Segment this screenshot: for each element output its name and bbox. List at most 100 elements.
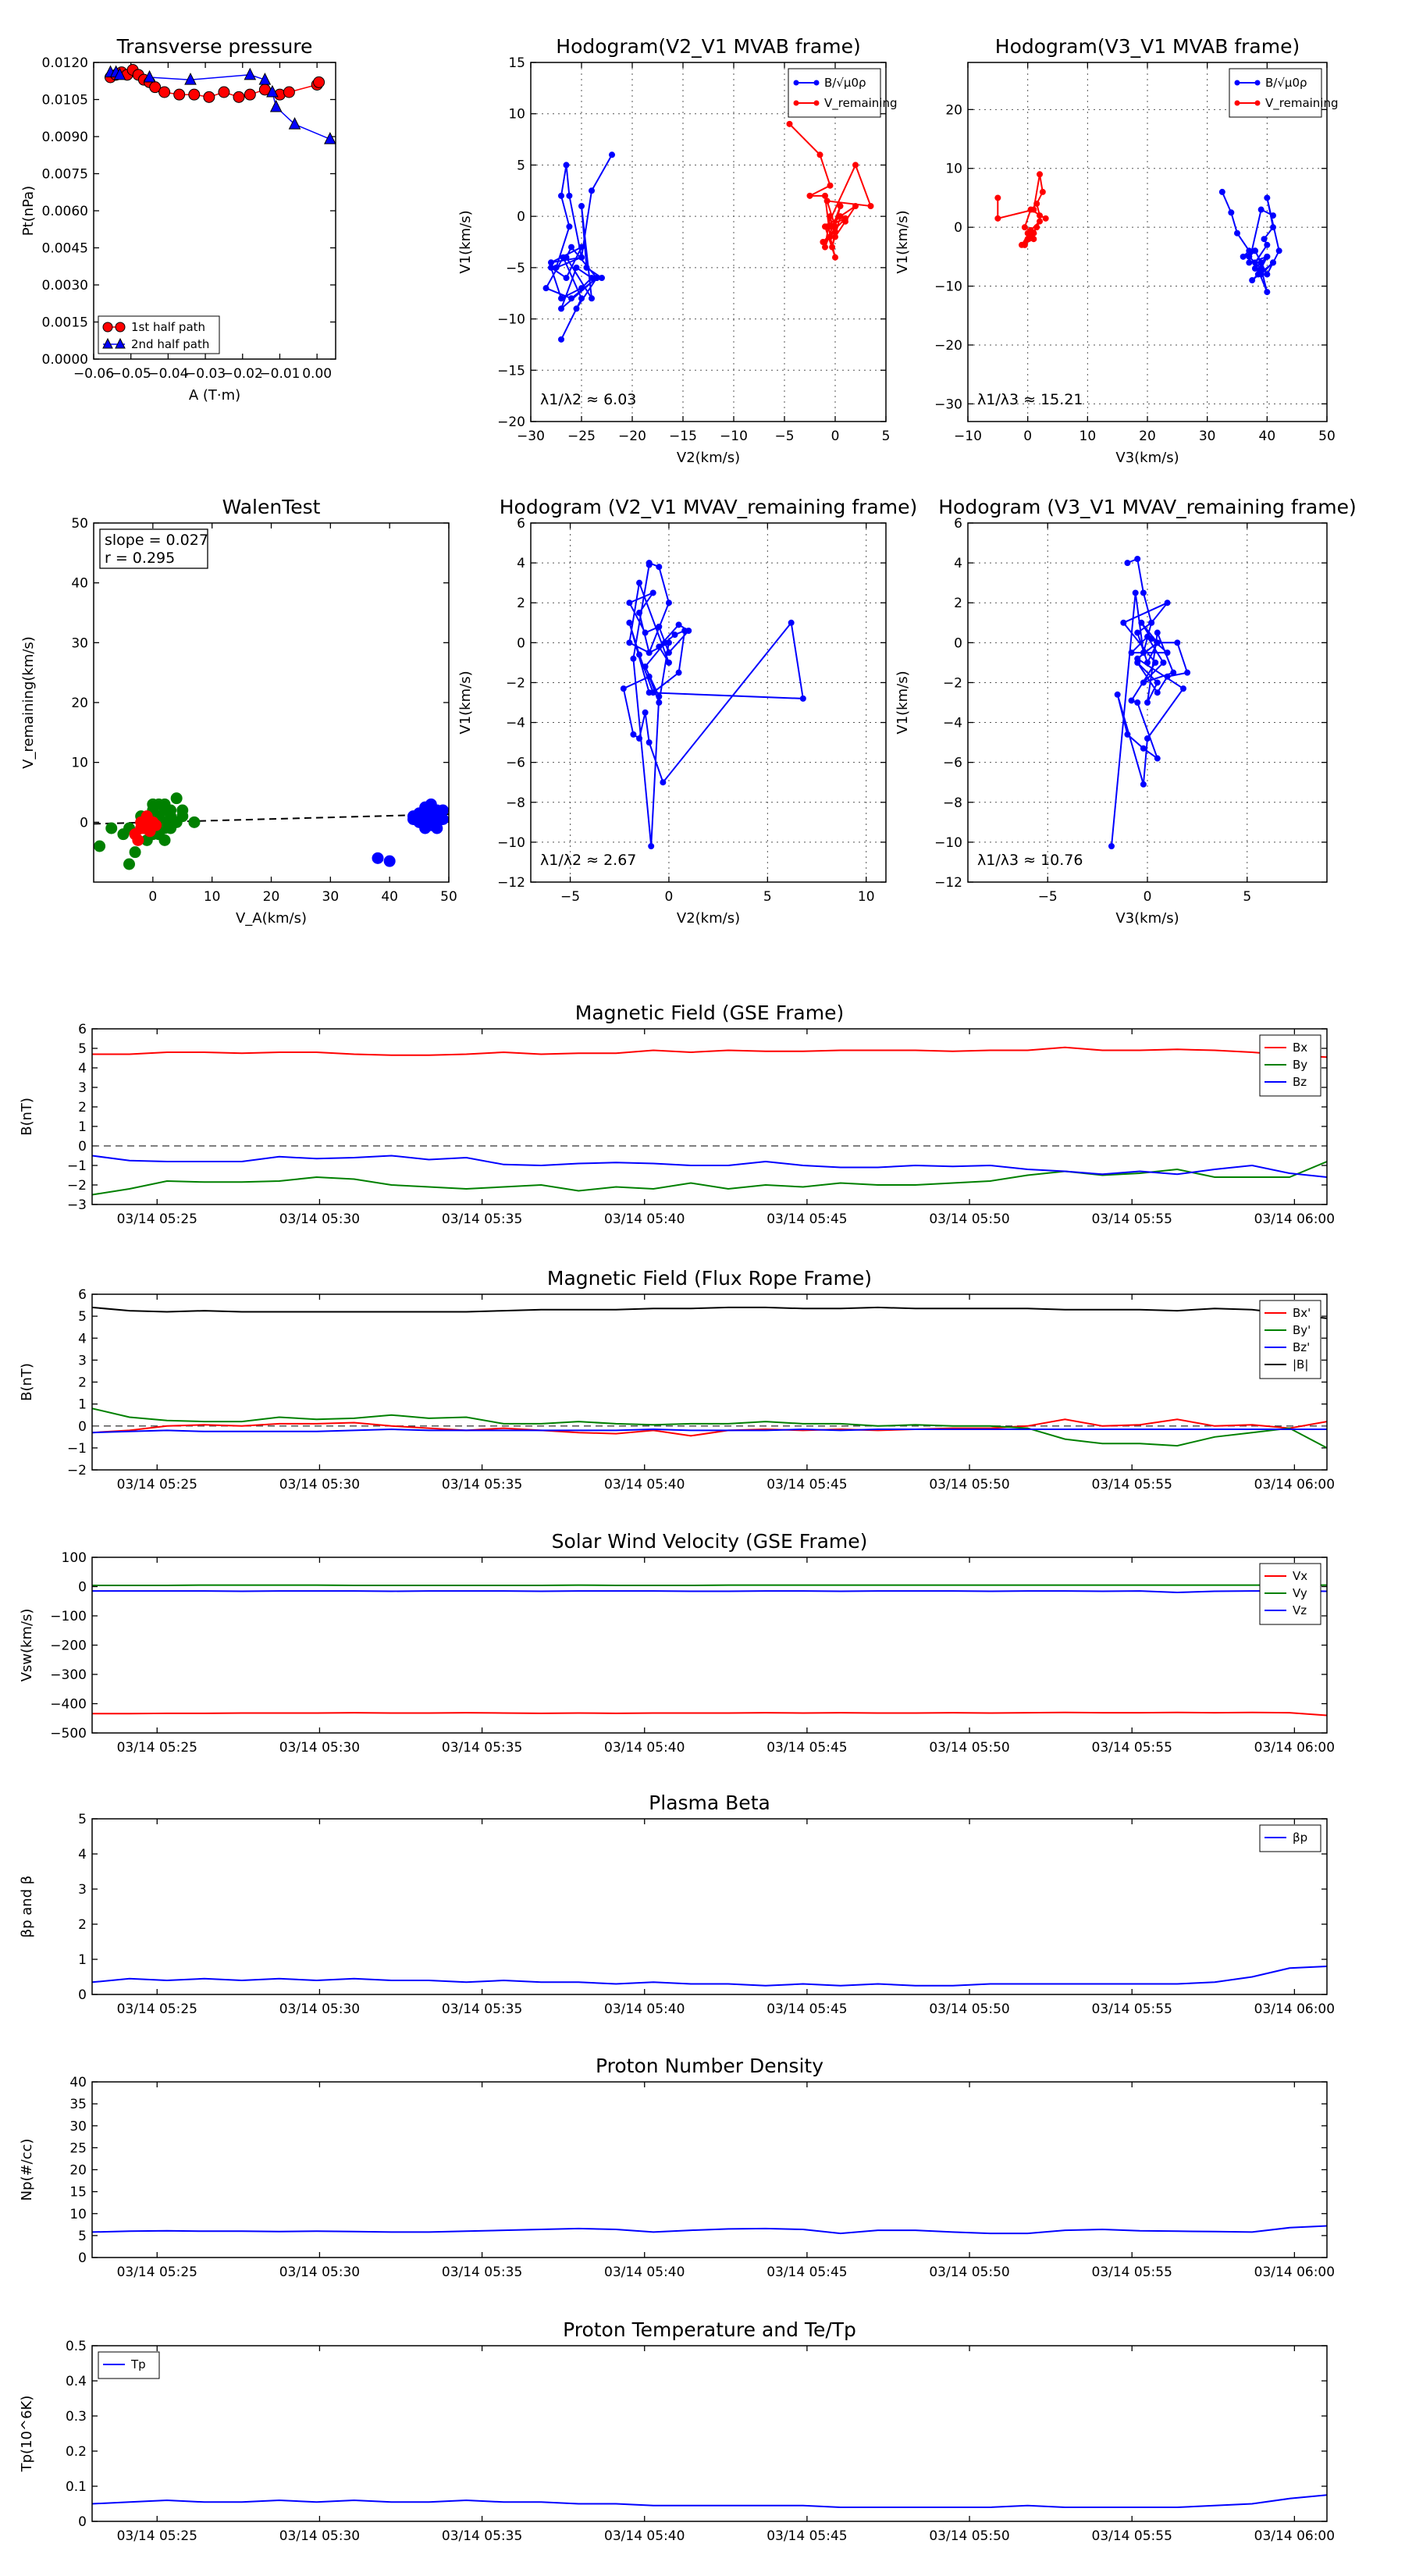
- chart-title: WalenTest: [222, 496, 321, 518]
- data-point: [573, 264, 580, 271]
- data-point: [413, 807, 425, 820]
- x-tick-label: 5: [763, 889, 772, 905]
- data-point: [823, 197, 831, 205]
- data-point: [1246, 247, 1253, 254]
- x-tick-label: 03/14 05:45: [767, 2528, 847, 2544]
- data-point-1st-half: [313, 76, 325, 88]
- y-tick-label: −20: [934, 338, 962, 354]
- data-point: [553, 264, 560, 271]
- data-point: [786, 120, 793, 127]
- series-line-0: [1221, 191, 1280, 293]
- x-tick-label: 5: [1243, 889, 1251, 905]
- data-point: [646, 561, 653, 568]
- data-point: [566, 192, 573, 199]
- y-tick-label: 2: [954, 596, 962, 611]
- x-axis-label: V3(km/s): [1115, 450, 1179, 466]
- data-point: [1246, 253, 1253, 260]
- data-point: [1140, 589, 1147, 596]
- plot-frame: [93, 62, 336, 360]
- data-point: [626, 639, 633, 646]
- y-tick-label: 10: [71, 756, 88, 771]
- x-tick-label: −10: [954, 429, 982, 444]
- y-tick-label: 0: [78, 1419, 87, 1435]
- plot-area: [92, 2225, 1327, 2235]
- legend-label: Bz': [1293, 1340, 1310, 1354]
- plot-area: [92, 1306, 1327, 1449]
- data-point: [1124, 560, 1131, 567]
- series-line-1: [92, 1161, 1327, 1196]
- y-tick-label: −8: [506, 795, 525, 811]
- data-point: [1180, 685, 1186, 692]
- data-point-2nd-half: [184, 73, 197, 85]
- data-point: [425, 810, 437, 823]
- data-point: [609, 151, 615, 158]
- data-point: [568, 244, 574, 251]
- data-point: [832, 233, 838, 240]
- eigenvalue-ratio-annotation: λ1/λ3 ≈ 15.21: [977, 391, 1083, 408]
- legend-label: B/√μ0ρ: [824, 76, 866, 90]
- y-axis-label: V_remaining(km/s): [20, 636, 37, 769]
- data-point: [1021, 224, 1028, 231]
- data-point-1st-half: [188, 88, 201, 101]
- data-point: [1154, 679, 1161, 686]
- data-point: [1252, 247, 1258, 254]
- data-point: [816, 151, 823, 158]
- chart-title: Hodogram(V3_V1 MVAB frame): [995, 35, 1300, 58]
- series-line-0: [92, 1966, 1327, 1987]
- x-tick-label: 03/14 05:30: [279, 2265, 360, 2280]
- y-tick-label: −10: [497, 312, 525, 328]
- y-tick-label: 0: [78, 1987, 87, 2003]
- data-point: [1270, 259, 1276, 266]
- y-tick-label: −20: [497, 415, 525, 430]
- data-point: [1039, 188, 1046, 195]
- y-tick-label: 6: [517, 516, 525, 532]
- data-point: [630, 655, 637, 662]
- legend-label: V_remaining: [1265, 96, 1339, 111]
- series-line-0: [92, 1046, 1327, 1059]
- data-point: [1128, 649, 1135, 656]
- data-point: [994, 194, 1001, 201]
- y-tick-label: 0.4: [66, 2374, 87, 2389]
- y-axis-label: βp and β: [19, 1876, 35, 1938]
- x-tick-label: 03/14 05:35: [442, 1212, 522, 1227]
- data-point: [1257, 206, 1264, 213]
- data-point: [1134, 629, 1141, 636]
- y-tick-label: 0.0045: [42, 241, 88, 257]
- data-point: [656, 623, 663, 630]
- data-point: [1124, 731, 1131, 738]
- x-tick-label: 03/14 05:40: [604, 1212, 685, 1227]
- plot-frame: [91, 2345, 1328, 2522]
- x-tick-label: −0.01: [259, 366, 300, 382]
- data-point: [578, 203, 585, 209]
- panel-h2: Hodogram(V3_V1 MVAB frame) −10 0 10 20 30 40 50…: [895, 35, 1339, 466]
- y-axis-label: V1(km/s): [457, 210, 474, 273]
- y-tick-label: −6: [943, 756, 962, 771]
- y-tick-label: 4: [78, 1847, 87, 1863]
- x-tick-label: 03/14 05:45: [767, 2265, 847, 2280]
- y-tick-label: 20: [69, 2163, 87, 2179]
- chart-title: Hodogram (V3_V1 MVAV_remaining frame): [938, 496, 1357, 518]
- data-point: [1264, 271, 1271, 278]
- data-point: [626, 619, 633, 626]
- y-tick-label: 15: [508, 55, 525, 71]
- x-axis-label: V2(km/s): [677, 450, 740, 466]
- y-tick-label: 0.0000: [42, 352, 88, 368]
- y-tick-label: 50: [71, 516, 88, 532]
- data-point: [1027, 233, 1034, 240]
- y-tick-label: −12: [934, 875, 962, 891]
- data-point: [829, 244, 836, 251]
- legend-marker: [793, 100, 799, 106]
- data-point: [626, 600, 633, 607]
- panel-tpp: Proton Temperature and Te/Tp 03/14 05:25 0…: [19, 2318, 1335, 2544]
- data-point: [827, 213, 834, 220]
- data-point: [661, 639, 668, 646]
- legend-label: Vx: [1293, 1569, 1307, 1583]
- x-tick-label: 03/14 05:25: [117, 1740, 197, 1756]
- y-tick-label: −400: [50, 1697, 87, 1713]
- x-tick-label: 03/14 06:00: [1254, 2001, 1335, 2017]
- data-point: [123, 858, 135, 870]
- data-point: [1160, 659, 1167, 666]
- data-point: [1270, 224, 1276, 231]
- data-point: [558, 336, 564, 343]
- y-tick-label: 0.1: [66, 2479, 87, 2495]
